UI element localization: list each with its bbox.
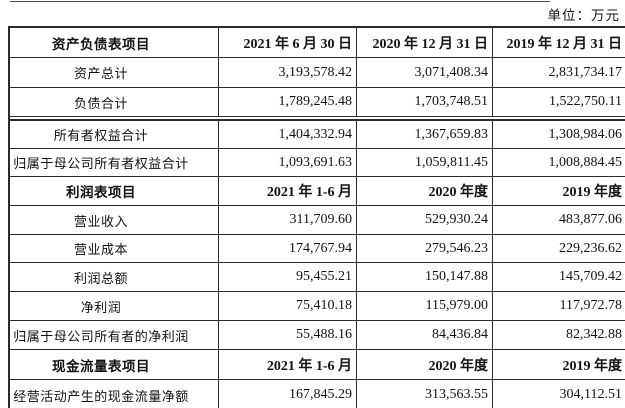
table-row: 归属于母公司所有者的净利润 55,488.16 84,436.84 82,342.88 xyxy=(10,321,625,350)
value-cell: 311,709.60 xyxy=(218,206,356,234)
table-row: 利润总额 95,455.21 150,147.88 145,709.42 xyxy=(10,263,625,292)
value-cell: 304,112.51 xyxy=(492,380,625,408)
period-header-cell: 2019 年度 xyxy=(492,350,625,379)
row-label-cell: 营业成本 xyxy=(73,242,128,257)
value-cell: 82,342.88 xyxy=(492,321,625,349)
value-cell: 115,979.00 xyxy=(356,292,492,320)
table-header-row: 资产负债表项目 2021 年 6 月 30 日 2020 年 12 月 31 日 20… xyxy=(10,28,625,58)
value-cell: 84,436.84 xyxy=(356,321,492,349)
value-cell: 1,059,811.45 xyxy=(356,149,492,176)
item-header-cell: 现金流量表项目 xyxy=(52,358,150,374)
period-header-cell: 2021 年 6 月 30 日 xyxy=(218,28,356,57)
value-cell: 75,410.18 xyxy=(218,292,356,320)
financial-summary-table: 资产负债表项目 2021 年 6 月 30 日 2020 年 12 月 31 日 20… xyxy=(8,26,625,408)
value-cell: 1,367,659.83 xyxy=(356,121,492,148)
row-label-cell: 归属于母公司所有者权益合计 xyxy=(13,156,189,171)
value-cell: 1,008,884.45 xyxy=(492,149,625,176)
value-cell: 1,404,332.94 xyxy=(218,121,356,148)
value-cell: 95,455.21 xyxy=(218,263,356,291)
row-label-cell: 负债合计 xyxy=(73,95,128,111)
table-row: 营业收入 311,709.60 529,930.24 483,877.06 xyxy=(10,206,625,235)
table-header-row: 现金流量表项目 2021 年 1-6 月 2020 年度 2019 年度 xyxy=(10,350,625,380)
value-cell: 117,972.78 xyxy=(492,292,625,320)
row-label-cell: 归属于母公司所有者的净利润 xyxy=(13,328,189,344)
table-row: 营业成本 174,767.94 279,546.23 229,236.62 xyxy=(10,235,625,263)
value-cell: 2,831,734.17 xyxy=(492,58,625,87)
value-cell: 1,522,750.11 xyxy=(492,88,625,116)
table-row: 所有者权益合计 1,404,332.94 1,367,659.83 1,308,984… xyxy=(10,121,625,149)
period-header-cell: 2020 年度 xyxy=(356,177,492,205)
value-cell: 1,789,245.48 xyxy=(218,88,356,116)
table-header-row: 利润表项目 2021 年 1-6 月 2020 年度 2019 年度 xyxy=(10,177,625,206)
period-header-cell: 2020 年度 xyxy=(356,350,492,379)
value-cell: 150,147.88 xyxy=(356,263,492,291)
row-label-cell: 所有者权益合计 xyxy=(53,128,149,143)
table-row: 归属于母公司所有者权益合计 1,093,691.63 1,059,811.45 1,0… xyxy=(10,149,625,177)
period-header-cell: 2019 年 12 月 31 日 xyxy=(492,28,625,57)
section-double-rule xyxy=(10,116,625,121)
table-row: 资产总计 3,193,578.42 3,071,408.34 2,831,734.17 xyxy=(10,58,625,88)
row-label-cell: 营业收入 xyxy=(73,213,128,229)
unit-label: 单位：万元 xyxy=(547,8,620,23)
table-row: 净利润 75,410.18 115,979.00 117,972.78 xyxy=(10,292,625,321)
value-cell: 145,709.42 xyxy=(492,263,625,291)
item-header-cell: 资产负债表项目 xyxy=(52,36,150,52)
period-header-cell: 2021 年 1-6 月 xyxy=(218,350,356,379)
value-cell: 279,546.23 xyxy=(356,235,492,262)
value-cell: 1,093,691.63 xyxy=(218,149,356,176)
period-header-cell: 2020 年 12 月 31 日 xyxy=(356,28,492,57)
page-top-rule xyxy=(10,1,550,3)
row-label-cell: 利润总额 xyxy=(73,270,128,286)
value-cell: 313,563.55 xyxy=(356,380,492,408)
value-cell: 55,488.16 xyxy=(218,321,356,349)
value-cell: 3,071,408.34 xyxy=(356,58,492,87)
period-header-cell: 2021 年 1-6 月 xyxy=(218,177,356,205)
row-label-cell: 资产总计 xyxy=(73,66,128,81)
row-label-cell: 净利润 xyxy=(80,299,122,315)
value-cell: 1,308,984.06 xyxy=(492,121,625,148)
value-cell: 529,930.24 xyxy=(356,206,492,234)
value-cell: 1,703,748.51 xyxy=(356,88,492,116)
value-cell: 483,877.06 xyxy=(492,206,625,234)
value-cell: 167,845.29 xyxy=(218,380,356,408)
table-row: 经营活动产生的现金流量净额 167,845.29 313,563.55 304,112… xyxy=(10,380,625,408)
period-header-cell: 2019 年度 xyxy=(492,177,625,205)
row-label-cell: 经营活动产生的现金流量净额 xyxy=(13,388,189,404)
item-header-cell: 利润表项目 xyxy=(66,185,136,200)
value-cell: 229,236.62 xyxy=(492,235,625,262)
value-cell: 174,767.94 xyxy=(218,235,356,262)
value-cell: 3,193,578.42 xyxy=(218,58,356,87)
table-row: 负债合计 1,789,245.48 1,703,748.51 1,522,750.11 xyxy=(10,88,625,116)
